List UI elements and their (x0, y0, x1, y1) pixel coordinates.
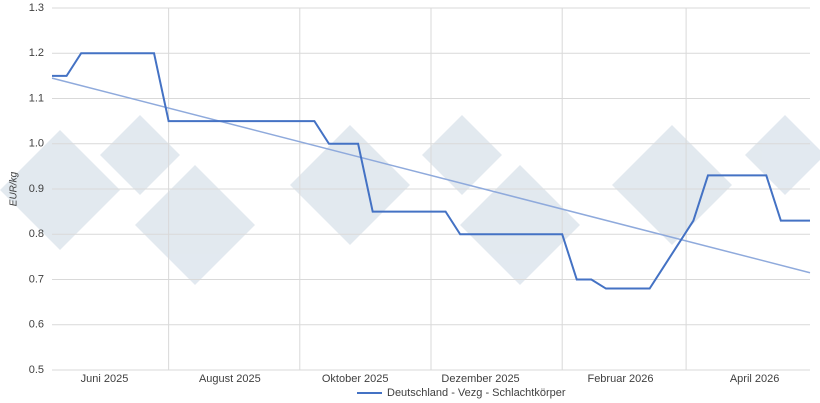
y-tick-label: 0.7 (29, 273, 44, 285)
trend-line (51, 77, 811, 274)
x-tick-label: Oktober 2025 (322, 373, 389, 385)
y-tick-label: 0.8 (29, 228, 44, 240)
data-line (52, 52, 810, 290)
y-tick-label: 1.2 (29, 47, 44, 59)
x-tick-label: Dezember 2025 (441, 373, 519, 385)
watermark (0, 115, 820, 285)
x-tick-label: August 2025 (199, 373, 261, 385)
y-axis-label: EUR/kg (9, 171, 20, 206)
x-tick-label: April 2026 (730, 373, 780, 385)
legend-label: Deutschland - Vezg - Schlachtkörper (387, 387, 566, 399)
y-tick-label: 0.6 (29, 319, 44, 331)
y-tick-label: 0.5 (29, 364, 44, 376)
y-tick-label: 1.1 (29, 92, 44, 104)
y-tick-label: 1.0 (29, 138, 44, 150)
y-tick-label: 1.3 (29, 2, 44, 14)
y-tick-label: 0.9 (29, 183, 44, 195)
x-tick-label: Februar 2026 (587, 373, 653, 385)
x-tick-label: Juni 2025 (81, 373, 129, 385)
